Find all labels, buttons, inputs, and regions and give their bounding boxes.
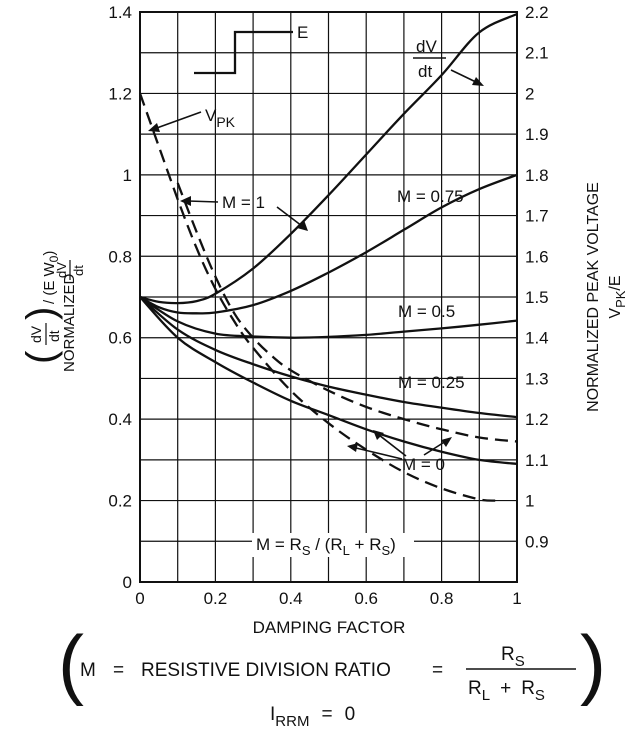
svg-text:dV: dV [28, 325, 44, 343]
footer-denominator: RL + RS [468, 678, 545, 704]
right-axis-label: NORMALIZED PEAK VOLTAGE VPK/E [585, 182, 628, 412]
svg-text:NORMALIZED PEAK VOLTAGE: NORMALIZED PEAK VOLTAGE [585, 182, 602, 412]
x-tick-label: 0.2 [204, 589, 228, 608]
m0-arrowhead-c [441, 437, 452, 447]
m0-arrowhead-a [347, 443, 358, 452]
y-right-tick-label: 1 [525, 492, 534, 511]
m-definition-backdrop [252, 533, 414, 557]
dvdt-annotation-num: dV [416, 37, 437, 56]
series-line-3 [139, 296, 518, 419]
y-right-tick-label: 1.6 [525, 247, 549, 266]
footer-equals-1: = [113, 660, 124, 681]
m-definition: M = RS / (RL + RS) [256, 535, 396, 558]
paren-right: ) [580, 619, 606, 707]
svg-text:NORMALIZED: NORMALIZED [61, 273, 78, 372]
svg-text:VPK/E: VPK/E [607, 275, 628, 318]
x-tick-label: 0.4 [279, 589, 303, 608]
footer-m: M [80, 660, 96, 681]
y-right-tick-label: 1.8 [525, 166, 549, 185]
footer-resistive: RESISTIVE DIVISION RATIO [141, 660, 391, 681]
x-axis-label: DAMPING FACTOR [253, 618, 406, 637]
svg-text:dt: dt [71, 265, 86, 276]
y-right-tick-label: 1.4 [525, 329, 549, 348]
m0-leader-c [423, 440, 447, 456]
y-right-tick-label: 1.5 [525, 288, 549, 307]
step-waveform-icon [194, 30, 293, 75]
m0-label: M = 0 [402, 455, 445, 474]
svg-text:dt: dt [46, 330, 62, 342]
y-left-tick-label: 0.2 [108, 492, 132, 511]
footer-irrm: IRRM = 0 [270, 704, 355, 730]
svg-text:dV: dV [54, 262, 69, 278]
vpk-annotation: VPK [205, 106, 236, 130]
y-left-tick-label: 0.6 [108, 329, 132, 348]
y-right-tick-label: 1.7 [525, 207, 549, 226]
y-left-tick-label: 0 [123, 573, 132, 592]
x-tick-label: 0.8 [430, 589, 454, 608]
paren-left: ( [58, 619, 84, 707]
m0-leader-b [378, 434, 407, 457]
y-left-tick-label: 1.2 [108, 84, 132, 103]
svg-text:/ (E W0): / (E W0) [41, 251, 61, 304]
m075-label: M = 0.75 [397, 187, 464, 206]
series-line-0 [139, 12, 518, 305]
y-right-tick-label: 1.3 [525, 369, 549, 388]
x-tick-label: 0 [135, 589, 144, 608]
y-right-tick-label: 1.2 [525, 410, 549, 429]
m1-leader-right [276, 206, 303, 227]
y-right-tick-label: 1.1 [525, 451, 549, 470]
m05-label: M = 0.5 [398, 302, 455, 321]
left-axis-label: ( dV dt ) / (E W0) NORMALIZED dV dt [19, 251, 86, 372]
y-right-tick-label: 2.1 [525, 44, 549, 63]
m1-arrowhead-left [180, 196, 191, 206]
series-line-5 [138, 93, 499, 502]
vpk-leader [153, 111, 202, 130]
y-right-tick-label: 2 [525, 84, 534, 103]
left-axis-paren-open: ( [19, 350, 63, 364]
left-axis-paren-close: ) [19, 307, 63, 320]
footer-equation: ( M = RESISTIVE DIVISION RATIO = RS RL + R… [58, 619, 606, 730]
series-line-4 [139, 296, 518, 466]
y-right-tick-label: 0.9 [525, 532, 549, 551]
series-line-6 [176, 182, 518, 443]
footer-numerator: RS [501, 644, 525, 670]
m1-label: M = 1 [222, 193, 265, 212]
dvdt-arrowhead [472, 77, 484, 86]
series-line-1 [139, 173, 518, 315]
y-left-tick-label: 0.4 [108, 410, 132, 429]
x-tick-label: 0.6 [354, 589, 378, 608]
y-left-tick-label: 1.4 [108, 3, 132, 22]
y-left-tick-label: 1 [123, 166, 132, 185]
m1-arrowhead-right [297, 220, 308, 231]
grid-lines [140, 12, 517, 582]
m0-leader-a [355, 447, 403, 460]
tick-labels: 0 0.2 0.4 0.6 0.8 1 0 0.2 0.4 0.6 0.8 1 1.2 1.4 0.9 1 1.… [108, 3, 548, 608]
vpk-arrowhead [148, 123, 160, 132]
m0-arrowhead-b [373, 430, 384, 440]
series-line-2 [139, 296, 518, 339]
dvdt-leader [450, 69, 479, 84]
m1-leader-left [187, 200, 219, 203]
series-lines [138, 12, 518, 502]
x-tick-label: 1 [512, 589, 521, 608]
footer-equals-2: = [432, 660, 443, 681]
y-left-tick-label: 0.8 [108, 247, 132, 266]
y-right-tick-label: 2.2 [525, 3, 549, 22]
step-label: E [297, 23, 308, 42]
y-right-tick-label: 1.9 [525, 125, 549, 144]
dvdt-annotation-den: dt [418, 62, 432, 81]
m025-label: M = 0.25 [398, 373, 465, 392]
